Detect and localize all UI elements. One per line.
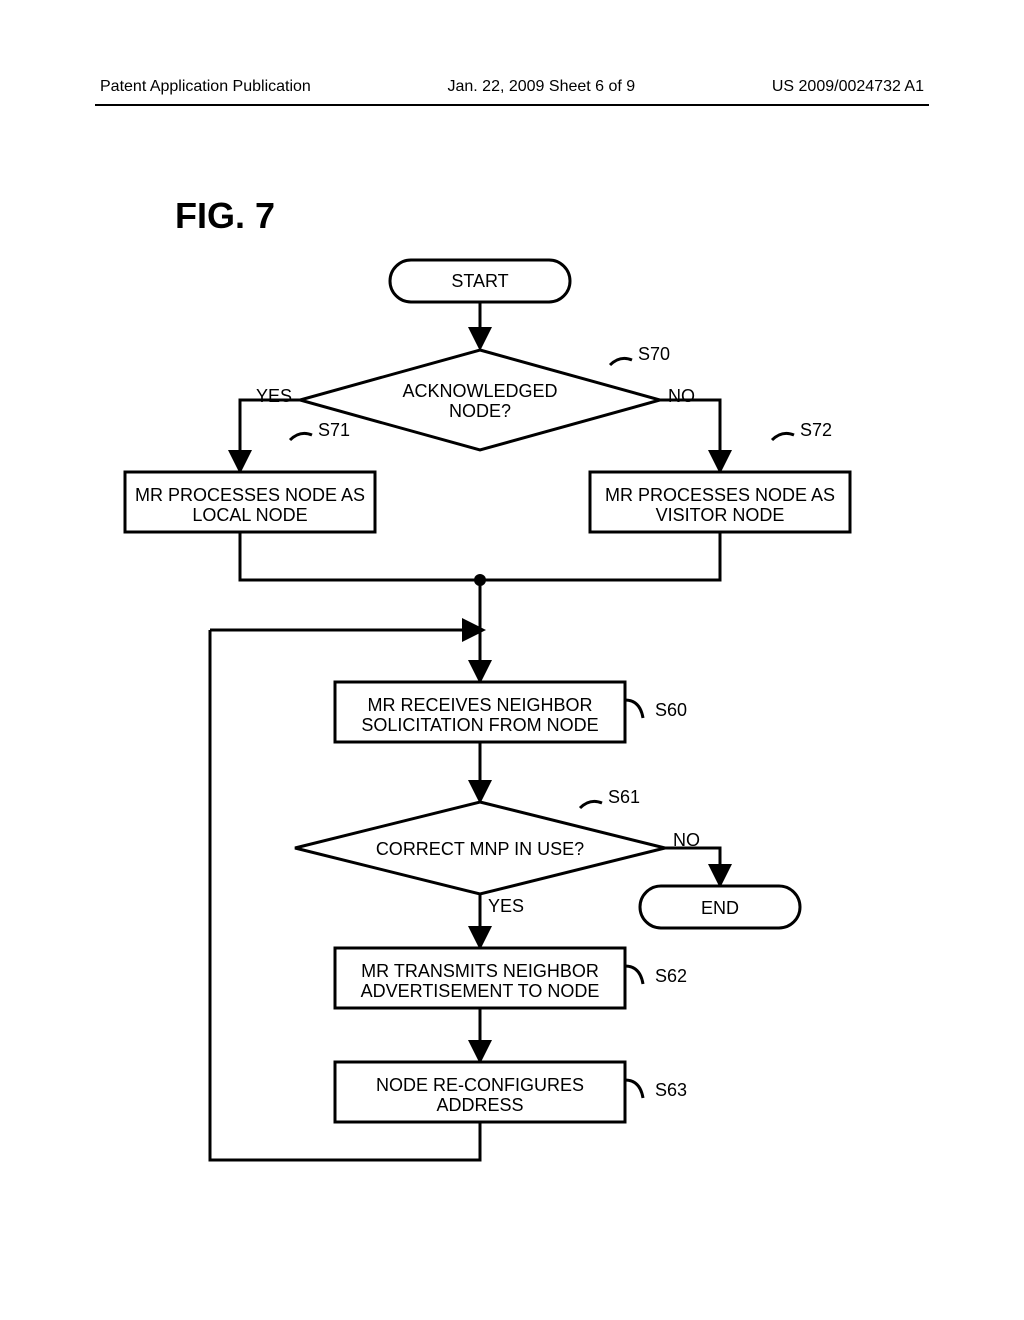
node-s72-text2: VISITOR NODE bbox=[656, 505, 785, 525]
node-s61-text: CORRECT MNP IN USE? bbox=[376, 839, 584, 859]
ref-s71: S71 bbox=[318, 420, 350, 440]
ref-s72: S72 bbox=[800, 420, 832, 440]
node-s70-text1: ACKNOWLEDGED bbox=[402, 381, 557, 401]
node-s71: MR PROCESSES NODE AS LOCAL NODE bbox=[125, 472, 375, 532]
node-s71-text2: LOCAL NODE bbox=[192, 505, 307, 525]
header-divider bbox=[95, 104, 929, 106]
node-s72-text1: MR PROCESSES NODE AS bbox=[605, 485, 835, 505]
edge-s61-end bbox=[665, 848, 720, 882]
edge-s71-merge bbox=[240, 532, 480, 580]
ref-s70-leader bbox=[610, 358, 632, 365]
header-right: US 2009/0024732 A1 bbox=[772, 78, 924, 96]
edge-s70-s72 bbox=[660, 400, 720, 468]
node-s70: ACKNOWLEDGED NODE? S70 bbox=[300, 344, 670, 450]
node-s71-text1: MR PROCESSES NODE AS bbox=[135, 485, 365, 505]
node-s60-text2: SOLICITATION FROM NODE bbox=[361, 715, 598, 735]
ref-s60-leader bbox=[625, 700, 643, 718]
node-s72: MR PROCESSES NODE AS VISITOR NODE bbox=[590, 472, 850, 532]
edge-s70-s71 bbox=[240, 400, 300, 468]
ref-s61: S61 bbox=[608, 787, 640, 807]
node-start: START bbox=[390, 260, 570, 302]
node-s60: MR RECEIVES NEIGHBOR SOLICITATION FROM N… bbox=[335, 682, 687, 742]
ref-s60: S60 bbox=[655, 700, 687, 720]
ref-s63: S63 bbox=[655, 1080, 687, 1100]
node-s70-text2: NODE? bbox=[449, 401, 511, 421]
node-start-text: START bbox=[451, 271, 508, 291]
ref-s62-leader bbox=[625, 966, 643, 984]
page-container: Patent Application Publication Jan. 22, … bbox=[0, 0, 1024, 1320]
node-s60-text1: MR RECEIVES NEIGHBOR bbox=[367, 695, 592, 715]
ref-s62: S62 bbox=[655, 966, 687, 986]
flowchart: START ACKNOWLEDGED NODE? S70 YES NO S71 … bbox=[120, 250, 900, 1240]
ref-s71-leader bbox=[290, 433, 312, 440]
node-s61: CORRECT MNP IN USE? S61 bbox=[295, 787, 665, 894]
node-s62: MR TRANSMITS NEIGHBOR ADVERTISEMENT TO N… bbox=[335, 948, 687, 1008]
node-end-text: END bbox=[701, 898, 739, 918]
figure-label: FIG. 7 bbox=[175, 195, 275, 237]
page-header: Patent Application Publication Jan. 22, … bbox=[100, 78, 924, 96]
ref-s70: S70 bbox=[638, 344, 670, 364]
ref-s61-leader bbox=[580, 801, 602, 808]
ref-s63-leader bbox=[625, 1080, 643, 1098]
node-s63-text2: ADDRESS bbox=[436, 1095, 523, 1115]
header-center: Jan. 22, 2009 Sheet 6 of 9 bbox=[447, 78, 635, 96]
node-s63: NODE RE-CONFIGURES ADDRESS S63 bbox=[335, 1062, 687, 1122]
header-left: Patent Application Publication bbox=[100, 78, 311, 96]
s61-yes-label: YES bbox=[488, 896, 524, 916]
node-s62-text2: ADVERTISEMENT TO NODE bbox=[361, 981, 600, 1001]
s70-no-label: NO bbox=[668, 386, 695, 406]
node-s62-text1: MR TRANSMITS NEIGHBOR bbox=[361, 961, 599, 981]
edge-s72-merge bbox=[480, 532, 720, 580]
ref-s72-leader bbox=[772, 433, 794, 440]
node-s63-text1: NODE RE-CONFIGURES bbox=[376, 1075, 584, 1095]
s70-yes-label: YES bbox=[256, 386, 292, 406]
node-end: END bbox=[640, 886, 800, 928]
